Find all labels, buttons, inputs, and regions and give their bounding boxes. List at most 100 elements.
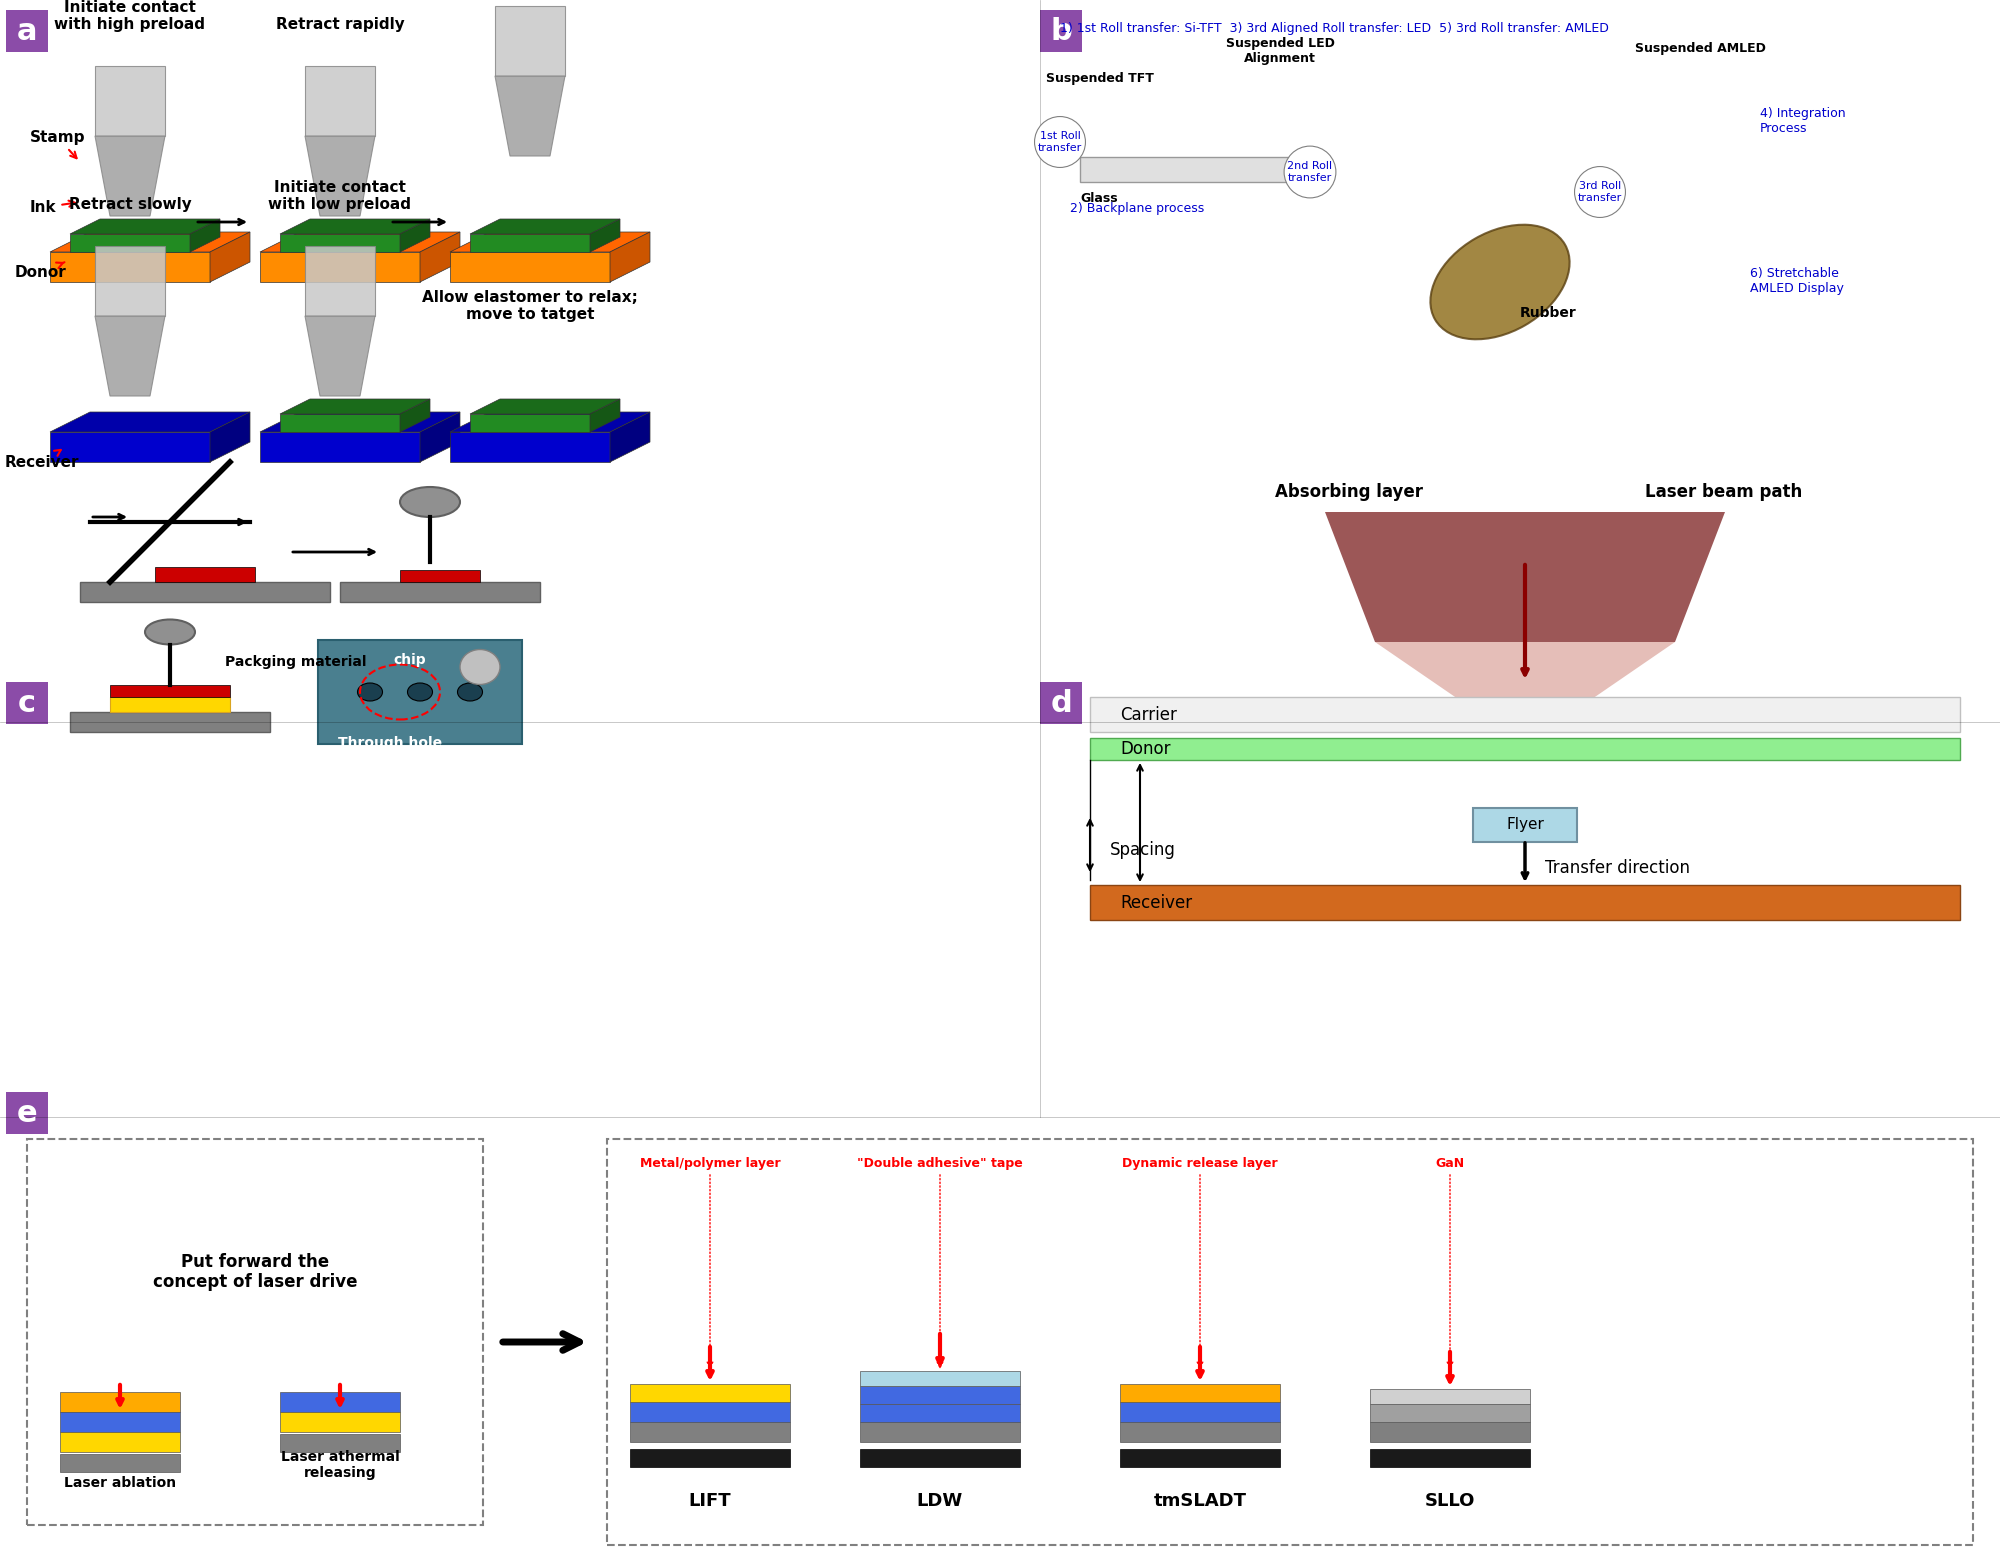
- Polygon shape: [470, 414, 590, 433]
- Text: Metal/polymer layer: Metal/polymer layer: [640, 1157, 780, 1170]
- Text: Suspended AMLED: Suspended AMLED: [1634, 42, 1766, 55]
- Polygon shape: [496, 77, 566, 156]
- Text: c: c: [18, 689, 36, 717]
- FancyBboxPatch shape: [608, 1139, 1972, 1545]
- Polygon shape: [260, 233, 460, 251]
- Polygon shape: [280, 414, 400, 433]
- Text: Initiate contact
with low preload: Initiate contact with low preload: [268, 180, 412, 212]
- Bar: [400, 570, 480, 583]
- Polygon shape: [470, 234, 590, 251]
- Polygon shape: [210, 233, 250, 283]
- Polygon shape: [470, 398, 620, 414]
- Polygon shape: [190, 219, 220, 251]
- Bar: [860, 1450, 1020, 1467]
- Text: Suspended LED
Alignment: Suspended LED Alignment: [1226, 37, 1334, 66]
- Polygon shape: [50, 433, 210, 462]
- Ellipse shape: [144, 620, 196, 645]
- Text: Absorbing layer: Absorbing layer: [1276, 483, 1424, 501]
- Text: Retract rapidly: Retract rapidly: [276, 17, 404, 31]
- Polygon shape: [590, 219, 620, 251]
- Polygon shape: [590, 398, 620, 433]
- Bar: [860, 1371, 1020, 1385]
- Bar: [1120, 1403, 1280, 1421]
- Polygon shape: [50, 233, 250, 251]
- Text: 2nd Roll
transfer: 2nd Roll transfer: [1288, 161, 1332, 183]
- Text: Donor: Donor: [16, 262, 66, 280]
- Text: b: b: [1050, 17, 1072, 45]
- Bar: [1090, 886, 1960, 920]
- FancyBboxPatch shape: [1040, 683, 1082, 725]
- Polygon shape: [96, 66, 164, 136]
- Polygon shape: [96, 316, 164, 397]
- FancyBboxPatch shape: [1472, 808, 1576, 842]
- Text: Put forward the
concept of laser drive: Put forward the concept of laser drive: [152, 1253, 358, 1292]
- Polygon shape: [450, 233, 650, 251]
- Text: d: d: [1050, 689, 1072, 717]
- Polygon shape: [50, 251, 210, 283]
- Text: 1st Roll
transfer: 1st Roll transfer: [1038, 131, 1082, 153]
- Polygon shape: [400, 398, 430, 433]
- Polygon shape: [280, 234, 400, 251]
- FancyBboxPatch shape: [1040, 9, 1082, 52]
- Text: Through hole: Through hole: [338, 736, 442, 750]
- Polygon shape: [450, 412, 650, 433]
- Polygon shape: [470, 219, 620, 234]
- Ellipse shape: [408, 683, 432, 701]
- Polygon shape: [420, 233, 460, 283]
- Bar: [630, 1421, 790, 1442]
- Text: Rubber: Rubber: [1520, 306, 1576, 320]
- Polygon shape: [610, 233, 650, 283]
- Text: Packging material: Packging material: [224, 654, 366, 669]
- Text: GaN: GaN: [1436, 1157, 1464, 1170]
- Bar: [280, 1434, 400, 1453]
- Text: 3rd Roll
transfer: 3rd Roll transfer: [1578, 181, 1622, 203]
- Polygon shape: [280, 219, 430, 234]
- Ellipse shape: [400, 487, 460, 517]
- Text: SLLO: SLLO: [1424, 1492, 1476, 1510]
- Bar: [60, 1412, 180, 1432]
- Bar: [1370, 1404, 1530, 1421]
- Bar: [630, 1384, 790, 1403]
- Bar: [630, 1450, 790, 1467]
- Text: Dynamic release layer: Dynamic release layer: [1122, 1157, 1278, 1170]
- Polygon shape: [260, 433, 420, 462]
- Ellipse shape: [458, 683, 482, 701]
- Text: Transfer direction: Transfer direction: [1544, 859, 1690, 876]
- Bar: [860, 1404, 1020, 1421]
- Bar: [280, 1412, 400, 1432]
- Bar: [630, 1403, 790, 1421]
- Polygon shape: [420, 412, 460, 462]
- Bar: [110, 697, 230, 712]
- Polygon shape: [96, 136, 164, 216]
- Bar: [1120, 1421, 1280, 1442]
- Polygon shape: [260, 412, 460, 433]
- Bar: [60, 1454, 180, 1471]
- FancyBboxPatch shape: [6, 683, 48, 725]
- Bar: [1080, 158, 1300, 183]
- Bar: [60, 1392, 180, 1412]
- Text: Ink: Ink: [30, 200, 74, 216]
- Text: Allow elastomer to relax;
move to tatget: Allow elastomer to relax; move to tatget: [422, 289, 638, 322]
- Bar: [1370, 1421, 1530, 1442]
- FancyBboxPatch shape: [28, 1139, 484, 1525]
- Text: tmSLADT: tmSLADT: [1154, 1492, 1246, 1510]
- Polygon shape: [400, 219, 430, 251]
- FancyBboxPatch shape: [6, 9, 48, 52]
- Bar: [1120, 1384, 1280, 1403]
- Polygon shape: [304, 66, 376, 136]
- Polygon shape: [496, 6, 566, 77]
- Bar: [80, 583, 330, 601]
- Text: 2) Backplane process: 2) Backplane process: [1070, 201, 1204, 216]
- Ellipse shape: [460, 650, 500, 684]
- Polygon shape: [210, 412, 250, 462]
- Text: 4) Integration
Process: 4) Integration Process: [1760, 108, 1846, 134]
- Polygon shape: [1376, 642, 1676, 712]
- Text: e: e: [16, 1098, 38, 1128]
- Bar: [1090, 697, 1960, 733]
- Bar: [340, 583, 540, 601]
- Polygon shape: [260, 251, 420, 283]
- Text: chip: chip: [394, 653, 426, 667]
- Text: 6) Stretchable
AMLED Display: 6) Stretchable AMLED Display: [1750, 267, 1844, 295]
- Text: Laser beam path: Laser beam path: [1644, 483, 1802, 501]
- Bar: [110, 686, 230, 697]
